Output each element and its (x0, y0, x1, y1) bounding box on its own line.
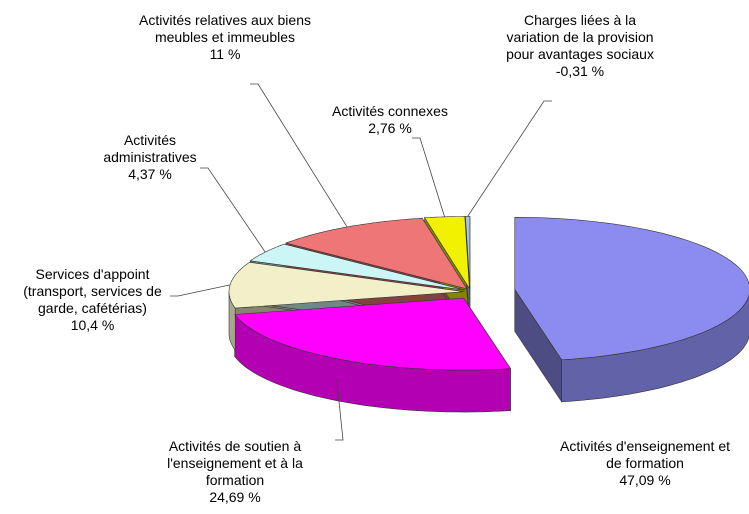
value-label: 10,4 % (70, 317, 115, 333)
leader-line (467, 100, 552, 217)
slice-label: Activités administratives 4,37 % (95, 132, 205, 183)
slice-label: Charges liées à la variation de la provi… (500, 12, 660, 80)
category-label: Activités administratives (103, 132, 197, 165)
slice-label: Activités connexes 2,76 % (315, 103, 465, 137)
slice-label: Services d'appoint (transport, services … (5, 266, 180, 334)
category-label: Activités de soutien à l'enseignement et… (167, 438, 303, 488)
category-label: Activités relatives aux biens meubles et… (139, 12, 311, 45)
leader-line (412, 137, 445, 217)
slice-label: Activités relatives aux biens meubles et… (130, 12, 320, 63)
value-label: 47,09 % (619, 472, 671, 488)
pie-slice (465, 216, 471, 289)
leader-line (200, 167, 266, 253)
value-label: 11 % (209, 46, 241, 62)
pie-slice (285, 217, 468, 290)
value-label: 24,69 % (209, 489, 261, 505)
category-label: Charges liées à la variation de la provi… (506, 12, 654, 62)
pie-slice (249, 243, 465, 291)
value-label: 4,37 % (128, 166, 172, 182)
category-label: Services d'appoint (transport, services … (23, 266, 162, 316)
pie-slice (228, 261, 465, 309)
value-label: -0,31 % (555, 63, 605, 79)
leader-line (335, 379, 344, 441)
pie-slice (234, 297, 512, 371)
value-label: 2,76 % (368, 120, 412, 136)
slice-label: Activités d'enseignement et de formation… (560, 438, 730, 489)
slice-label: Activités de soutien à l'enseignement et… (150, 438, 320, 506)
category-label: Activités connexes (332, 103, 448, 119)
category-label: Activités d'enseignement et de formation (560, 438, 730, 471)
leader-line (250, 83, 348, 228)
leader-line (170, 284, 231, 297)
